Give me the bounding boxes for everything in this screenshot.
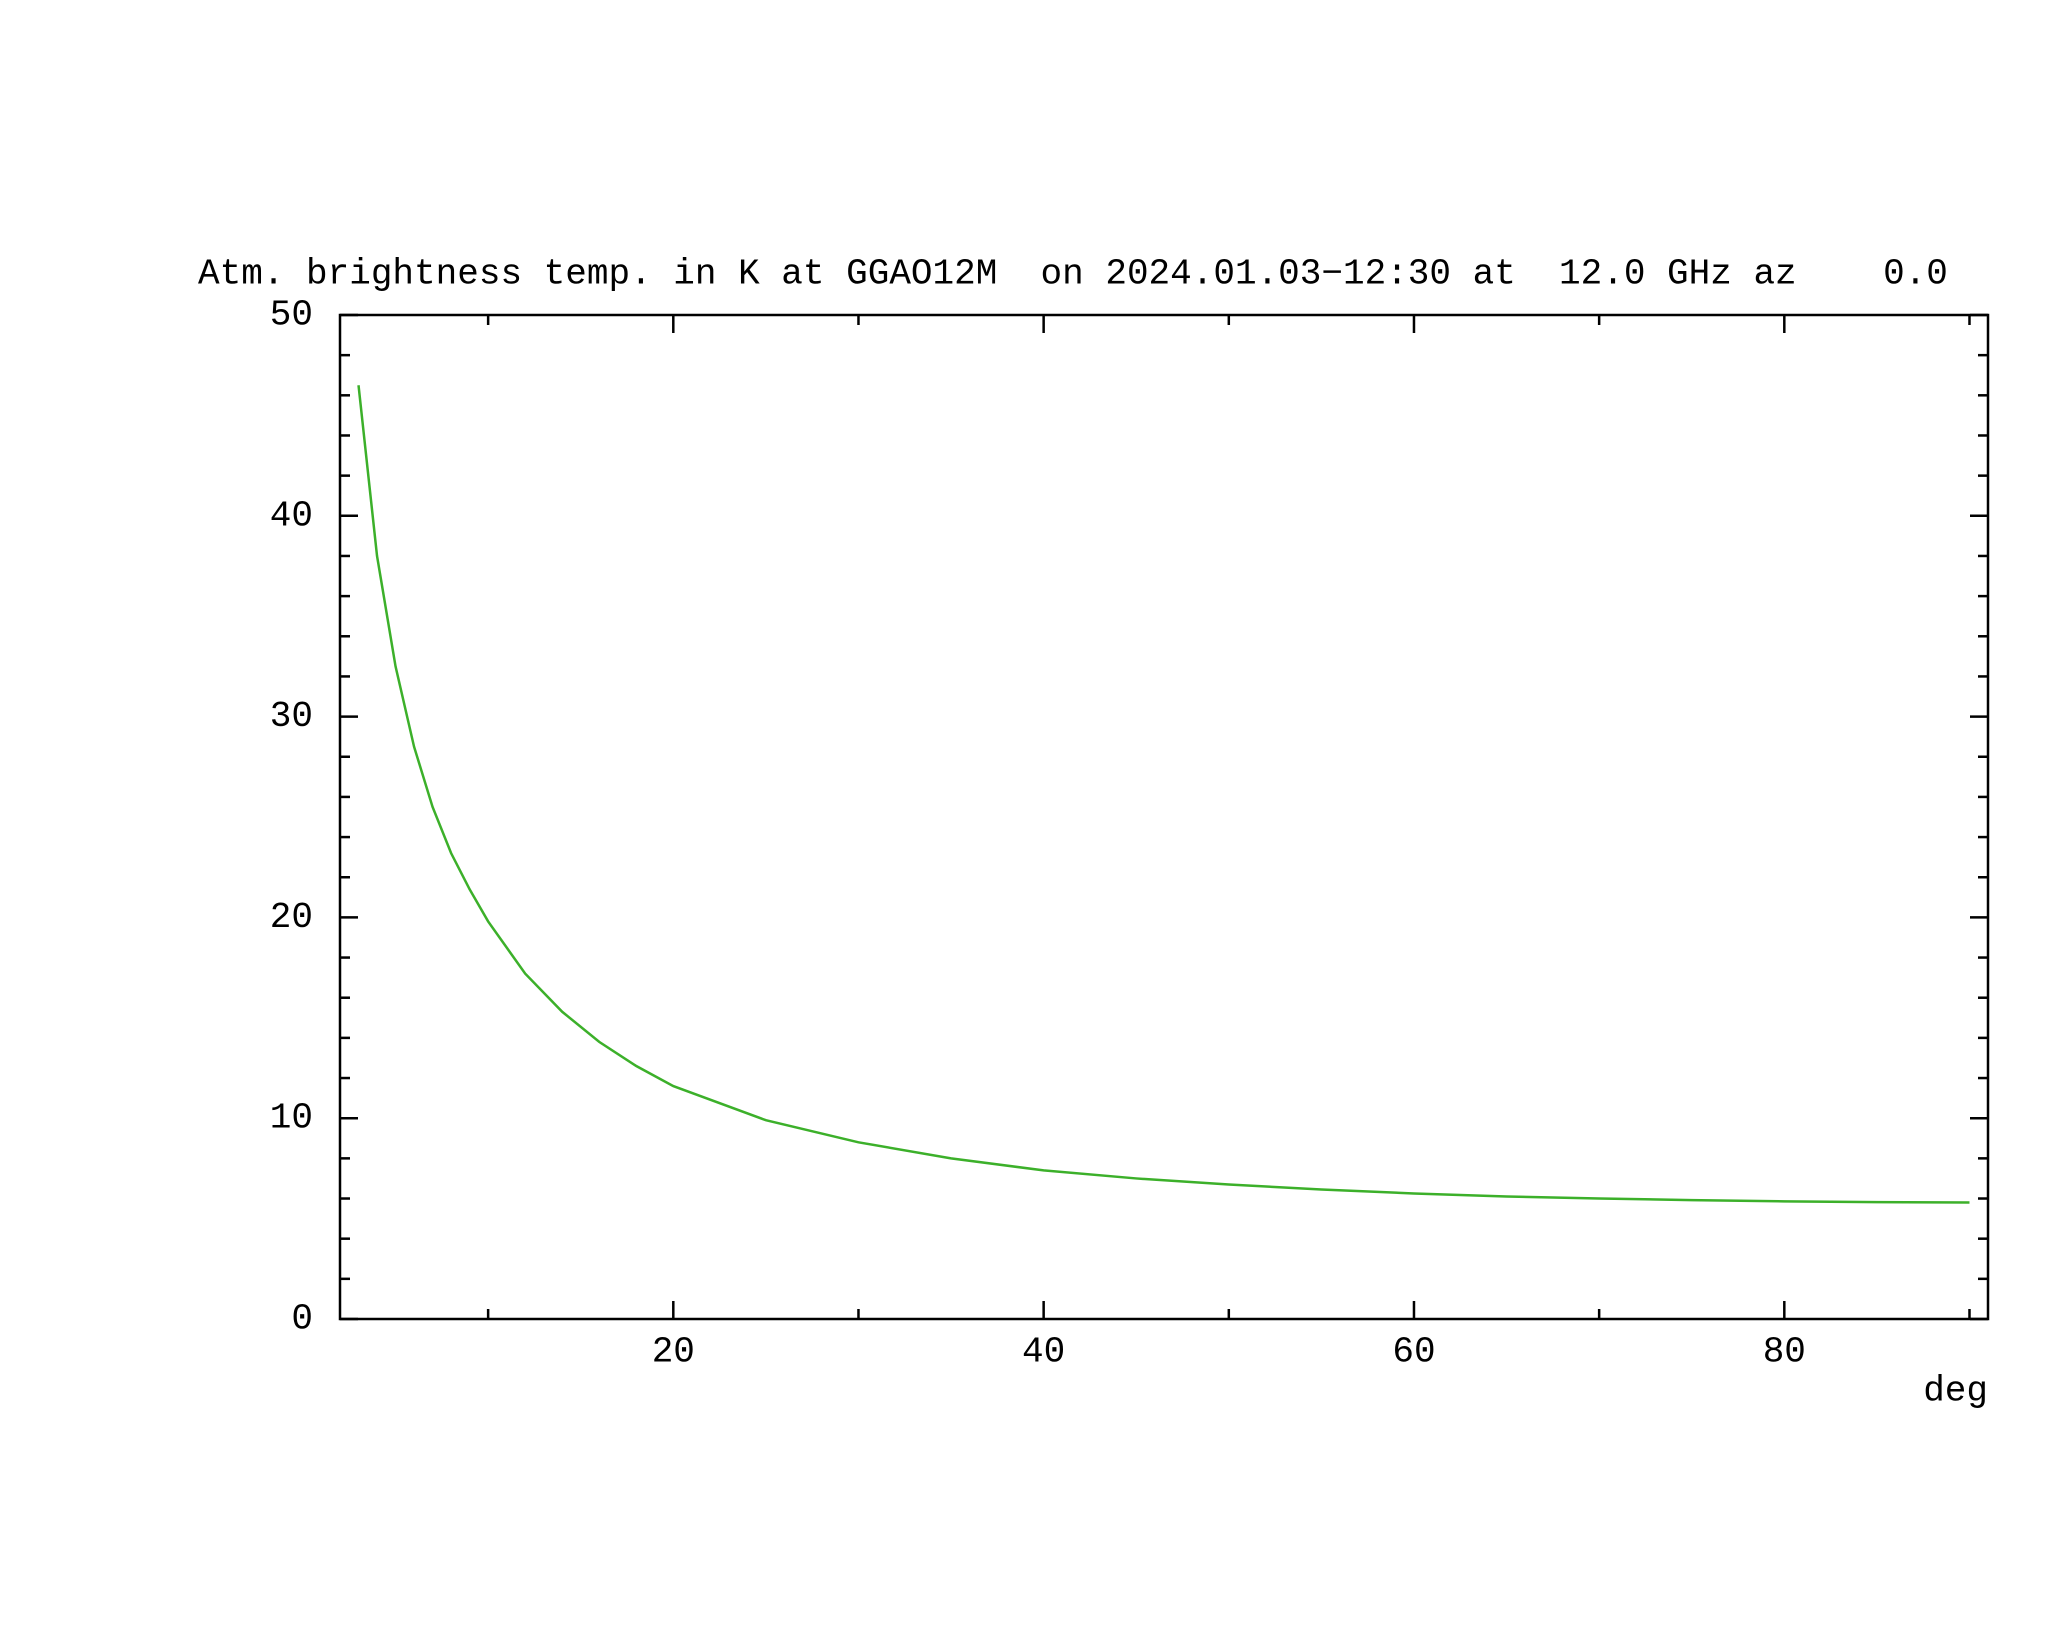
chart-title: Atm. brightness temp. in K at GGAO12M on…	[198, 254, 1948, 295]
x-tick-label: 40	[1022, 1332, 1065, 1373]
y-tick-label: 50	[270, 295, 313, 336]
data-line	[357, 385, 1970, 1204]
y-tick-label: 20	[270, 897, 313, 938]
x-tick-label: 60	[1392, 1332, 1435, 1373]
x-tick-label: 20	[652, 1332, 695, 1373]
plot-frame	[338, 313, 1990, 1321]
x-tick-label: 80	[1763, 1332, 1806, 1373]
y-tick-label: 40	[270, 495, 313, 536]
y-tick-label: 0	[291, 1299, 313, 1340]
y-tick-label: 30	[270, 696, 313, 737]
x-axis-label: deg	[1923, 1371, 1988, 1412]
y-tick-label: 10	[270, 1098, 313, 1139]
